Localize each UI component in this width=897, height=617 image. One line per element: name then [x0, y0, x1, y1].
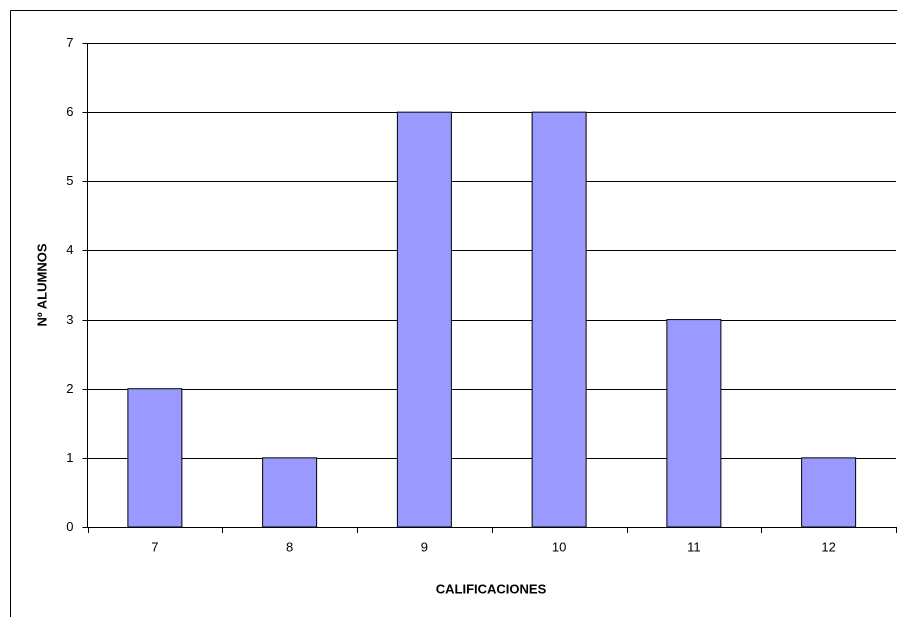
- y-tick-label: 6: [66, 104, 73, 119]
- x-tick-label: 11: [687, 539, 701, 554]
- x-tick-label: 9: [421, 539, 428, 554]
- x-tick-label: 7: [151, 539, 158, 554]
- y-tick-label: 2: [66, 381, 73, 396]
- y-tick-label: 1: [66, 450, 73, 465]
- y-tick-label: 4: [66, 242, 73, 257]
- x-tick-label: 10: [552, 539, 566, 554]
- y-tick-label: 0: [66, 519, 73, 534]
- bar: [801, 457, 857, 528]
- bar: [262, 457, 318, 528]
- y-tick-label: 3: [66, 312, 73, 327]
- bar: [531, 111, 587, 528]
- bar: [666, 319, 722, 528]
- y-tick-label: 7: [66, 35, 73, 50]
- x-axis-title: CALIFICACIONES: [436, 581, 547, 596]
- bar: [396, 111, 452, 528]
- y-tick-label: 5: [66, 173, 73, 188]
- bar: [127, 388, 183, 528]
- x-tick-label: 12: [821, 539, 835, 554]
- y-axis-title: Nº ALUMNOS: [34, 243, 49, 326]
- x-tick-label: 8: [286, 539, 293, 554]
